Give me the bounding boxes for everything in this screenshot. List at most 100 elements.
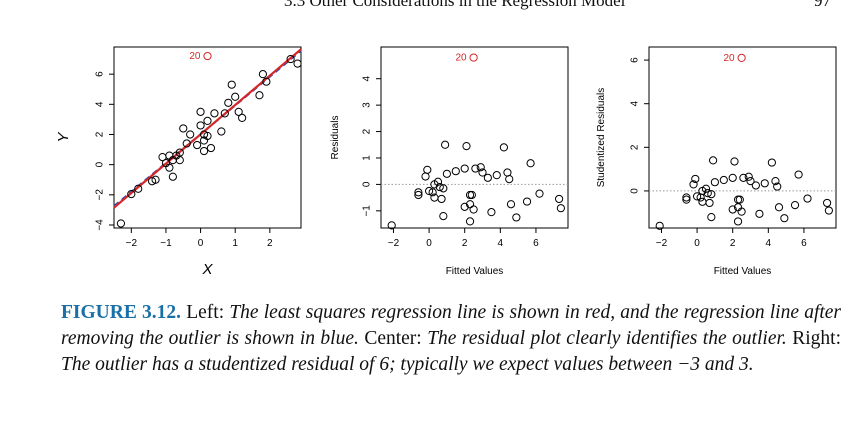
caption-center-text: The residual plot clearly identifies the… <box>427 328 787 349</box>
data-point <box>739 173 748 182</box>
x-tick-label: 1 <box>232 238 238 249</box>
x-tick-label: −2 <box>126 238 138 249</box>
x-tick-label: 4 <box>498 238 504 249</box>
data-point <box>526 159 535 168</box>
data-point <box>682 195 691 204</box>
data-point <box>227 80 236 89</box>
data-point <box>467 190 476 200</box>
caption-right-text: The outlier has a studentized residual o… <box>61 354 754 375</box>
x-tick-label: 6 <box>801 238 807 249</box>
y-axis-label: Y <box>55 132 72 143</box>
data-point <box>151 175 160 184</box>
data-point <box>737 207 746 216</box>
data-point <box>692 192 702 201</box>
caption-right-label: Right: <box>792 328 842 349</box>
data-point <box>460 202 469 211</box>
data-point <box>535 189 544 198</box>
data-point <box>134 184 143 193</box>
y-tick-label: 0 <box>630 188 641 194</box>
data-point <box>730 157 739 166</box>
data-point <box>179 124 188 133</box>
y-tick-label: 4 <box>630 100 641 106</box>
outlier-label: 20 <box>723 53 735 64</box>
data-point <box>703 189 712 198</box>
x-axis-label: X <box>201 261 213 278</box>
data-point <box>175 148 184 157</box>
y-tick-label: 1 <box>362 155 373 161</box>
data-point <box>505 175 514 184</box>
data-point <box>822 198 832 208</box>
caption-center-label: Center: <box>364 328 422 349</box>
x-tick-label: 2 <box>730 238 736 249</box>
data-point <box>774 203 784 212</box>
data-point <box>705 198 714 208</box>
page-number: 97 <box>814 0 831 10</box>
data-point <box>220 109 229 118</box>
data-point <box>231 92 240 101</box>
data-point <box>755 209 764 218</box>
caption-left-text: The least squares regression line is sho… <box>61 302 842 349</box>
y-tick-label: 0 <box>362 181 373 187</box>
running-head: 3.3 Other Considerations in the Regressi… <box>284 0 831 11</box>
data-point <box>217 127 226 136</box>
data-point <box>255 91 264 100</box>
data-point <box>442 169 451 178</box>
caption-label: FIGURE 3.12. <box>61 302 182 323</box>
data-point <box>506 200 516 209</box>
y-tick-label: 0 <box>95 161 106 167</box>
outlier-label: 20 <box>455 53 467 64</box>
data-point <box>465 190 475 200</box>
least-squares-line <box>113 48 302 209</box>
data-point <box>203 116 212 126</box>
y-tick-label: 2 <box>630 144 641 150</box>
data-point <box>196 121 205 130</box>
data-point <box>503 168 512 177</box>
data-point <box>554 194 564 204</box>
data-point <box>387 221 396 230</box>
figure-caption: FIGURE 3.12. Left: The least squares reg… <box>61 300 841 378</box>
data-point <box>116 219 126 228</box>
y-tick-label: 4 <box>362 75 373 81</box>
data-point <box>719 175 728 185</box>
data-point <box>803 194 812 203</box>
data-point <box>471 164 480 173</box>
data-point <box>414 190 423 200</box>
y-tick-label: 3 <box>362 102 373 108</box>
data-point <box>238 113 247 122</box>
data-point <box>790 201 800 210</box>
plot-frame <box>113 46 302 229</box>
data-point <box>465 217 475 226</box>
data-point <box>165 163 174 172</box>
y-tick-label: 2 <box>362 128 373 134</box>
data-point <box>476 163 485 172</box>
x-axis-label: Fitted Values <box>714 266 772 277</box>
data-point <box>439 184 448 193</box>
data-point <box>499 143 508 152</box>
data-point <box>773 182 782 191</box>
data-point <box>435 182 444 192</box>
data-point <box>512 213 521 222</box>
data-point <box>735 195 744 204</box>
chart-panel-3: −2 0 2 4 6 0 2 4 6 Fitted Values Studentized Resid… <box>596 46 837 277</box>
outlier-point <box>469 53 478 62</box>
data-point <box>744 172 753 181</box>
data-point <box>262 77 271 86</box>
data-point <box>439 212 448 221</box>
data-point <box>224 98 233 107</box>
outlier-label: 20 <box>189 51 201 62</box>
data-point <box>728 173 737 182</box>
data-point <box>728 205 737 214</box>
data-point <box>258 70 268 79</box>
data-point <box>824 206 833 215</box>
data-point <box>689 180 698 189</box>
chart-panel-1: −2 −1 0 1 2 −4 −2 0 2 4 6 X Y 20 <box>55 46 302 278</box>
data-point <box>462 141 471 151</box>
data-point <box>771 177 780 186</box>
data-point <box>168 172 177 181</box>
data-point <box>556 204 565 213</box>
x-tick-label: 0 <box>426 238 432 249</box>
outlier-point <box>737 53 746 63</box>
y-tick-label: 6 <box>95 71 106 77</box>
data-point <box>709 156 718 165</box>
y-tick-label: 6 <box>630 57 641 63</box>
